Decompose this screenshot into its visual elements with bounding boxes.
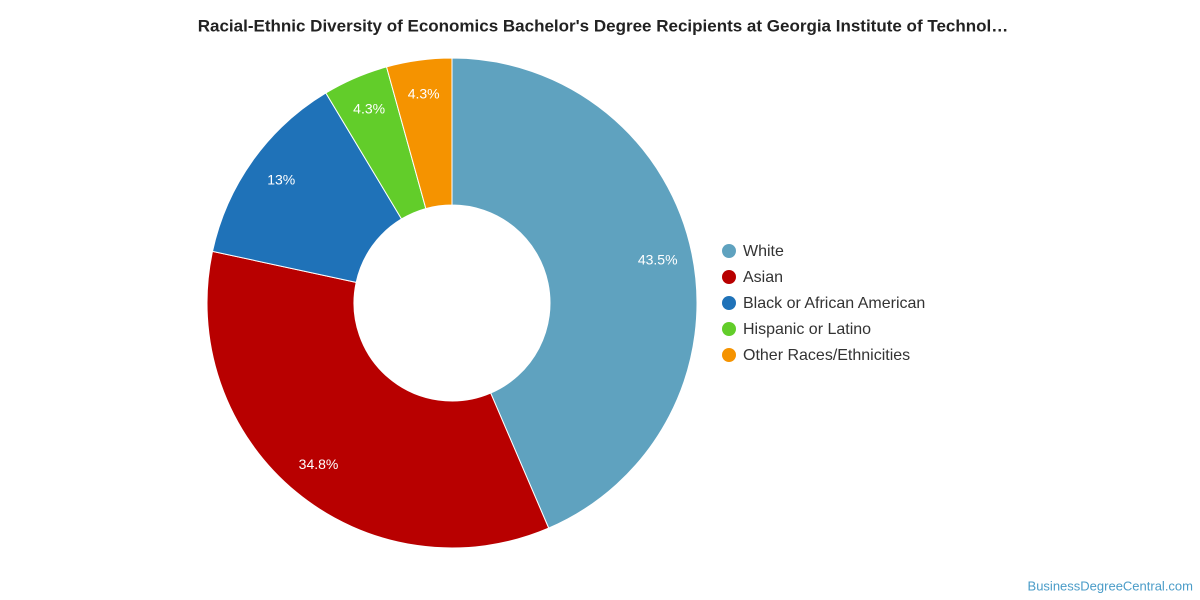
value-label: 4.3% bbox=[408, 86, 440, 102]
legend-label: Hispanic or Latino bbox=[743, 321, 871, 338]
value-label: 43.5% bbox=[638, 251, 678, 267]
value-label: 4.3% bbox=[353, 101, 385, 117]
value-label: 13% bbox=[267, 172, 295, 188]
credit: BusinessDegreeCentral.com bbox=[1028, 578, 1193, 593]
legend-marker bbox=[722, 322, 736, 336]
legend-marker bbox=[722, 270, 736, 284]
slice bbox=[451, 57, 698, 529]
legend-label: Black or African American bbox=[743, 295, 925, 312]
value-label: 34.8% bbox=[299, 456, 339, 472]
legend-label: Asian bbox=[743, 269, 783, 286]
chart-title: Racial-Ethnic Diversity of Economics Bac… bbox=[198, 16, 1008, 35]
legend-label: White bbox=[743, 243, 784, 260]
legend-marker bbox=[722, 244, 736, 258]
legend-marker bbox=[722, 348, 736, 362]
legend-marker bbox=[722, 296, 736, 310]
slice bbox=[206, 250, 550, 549]
slice bbox=[385, 57, 453, 210]
legend-label: Other Races/Ethnicities bbox=[743, 347, 910, 364]
